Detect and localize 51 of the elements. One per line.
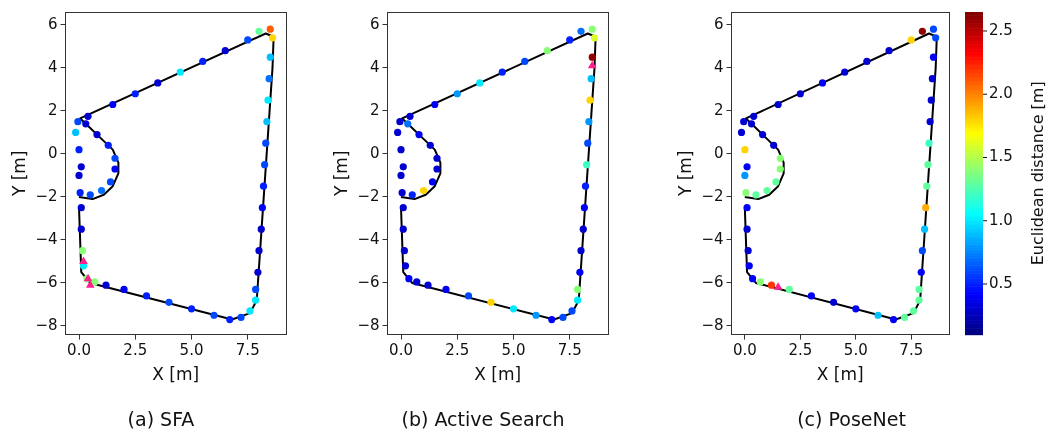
y-tick-label: −8: [35, 315, 58, 334]
y-tick-label: 2: [47, 100, 58, 119]
x-tick-label: 7.5: [235, 341, 260, 360]
y-tick-label: −2: [357, 186, 380, 205]
text: (c) PoseNet: [796, 408, 907, 430]
y-tick-label: −6: [357, 272, 380, 291]
y-tick-label: −8: [357, 315, 380, 334]
y-tick-label: −2: [35, 186, 58, 205]
x-tick-label: 0.0: [732, 341, 757, 360]
x-axis-title: X [m]: [816, 364, 864, 385]
y-tick-label: 0: [47, 143, 58, 162]
x-tick-label: 7.5: [557, 341, 582, 360]
y-tick-label: 4: [713, 57, 724, 76]
y-tick-label: −4: [357, 229, 380, 248]
color-bar-label: 2.5: [989, 20, 1013, 39]
y-tick-label: 2: [713, 100, 724, 119]
x-tick-label: 7.5: [899, 341, 924, 360]
color-bar-label: 2.0: [989, 84, 1013, 103]
text: (b) Active Search: [400, 408, 566, 430]
color-bar-label: 0.5: [989, 273, 1013, 292]
y-tick-label: 4: [47, 57, 58, 76]
x-tick-label: 2.5: [123, 341, 148, 360]
y-axis-title: Y [m]: [330, 150, 351, 198]
x-tick-label: 5.0: [501, 341, 526, 360]
y-tick-label: 0: [369, 143, 380, 162]
y-tick-label: 4: [369, 57, 380, 76]
y-tick-label: −2: [701, 186, 724, 205]
y-axis-title: Y [m]: [674, 150, 695, 198]
color-bar-label: 1.5: [989, 147, 1013, 166]
x-axis-title: X [m]: [152, 364, 200, 385]
text: (a) SFA: [126, 408, 196, 430]
y-tick-label: −4: [35, 229, 58, 248]
y-tick-label: 6: [47, 14, 58, 33]
y-tick-label: 6: [369, 14, 380, 33]
color-bar-label: 1.0: [989, 210, 1013, 229]
x-tick-label: 2.5: [445, 341, 470, 360]
x-tick-label: 2.5: [788, 341, 813, 360]
x-tick-label: 0.0: [389, 341, 413, 360]
y-axis-title: Y [m]: [8, 150, 29, 198]
y-tick-label: 2: [369, 100, 380, 119]
y-tick-label: −8: [701, 315, 724, 334]
x-tick-label: 0.0: [67, 341, 91, 360]
x-tick-label: 5.0: [843, 341, 868, 360]
y-tick-label: −6: [701, 272, 724, 291]
y-tick-label: −4: [701, 229, 724, 248]
color-bar-title: Euclidean distance [m]: [1028, 81, 1048, 266]
y-tick-label: 0: [713, 143, 724, 162]
y-tick-label: −6: [35, 272, 58, 291]
y-tick-label: 6: [713, 14, 724, 33]
x-tick-label: 5.0: [179, 341, 204, 360]
x-axis-title: X [m]: [474, 364, 522, 385]
